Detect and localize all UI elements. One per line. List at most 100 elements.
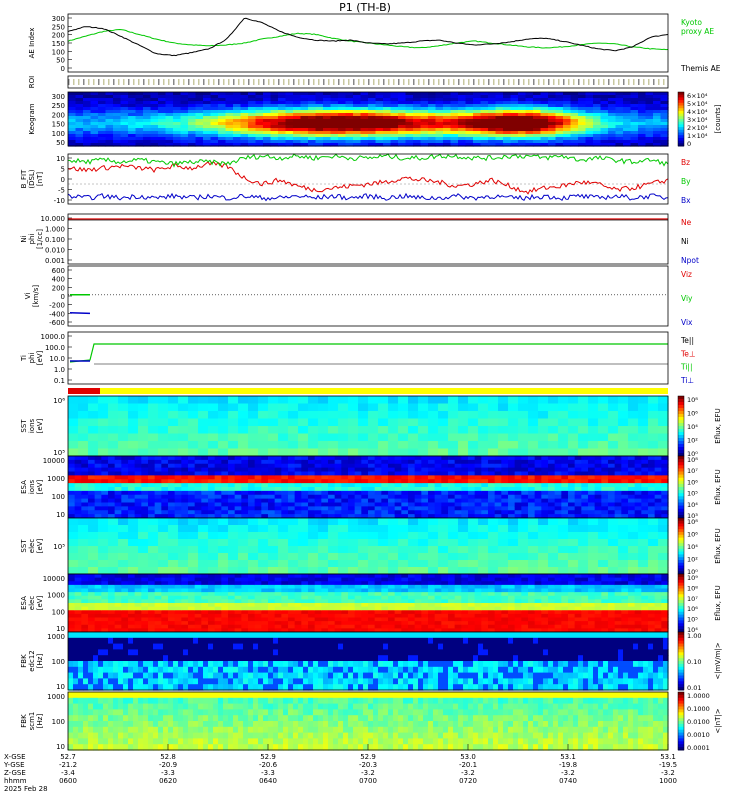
svg-text:50: 50 [56,57,65,65]
x-tick-label: -3.2 [661,769,675,777]
svg-text:250: 250 [52,102,65,110]
svg-text:0.100: 0.100 [45,236,65,244]
x-tick-label: 0640 [259,777,277,785]
bfit-legend: Bz By Bx [681,158,691,205]
svg-text:Kyoto: Kyoto [681,18,702,27]
svg-text:100: 100 [52,493,65,501]
vi-ylabel: Vi [km/s] [24,285,40,308]
esa_e-ylabel: ESA elec [eV] [20,595,44,610]
x-tick-label: 1000 [659,777,677,785]
roi-frame [67,75,669,89]
svg-text:elec: elec [28,539,36,554]
svg-text:[1/cc]: [1/cc] [36,229,44,249]
svg-text:5×10⁴: 5×10⁴ [687,100,708,108]
x-tick-label: -3.2 [461,769,475,777]
svg-text:Ti||: Ti|| [680,363,693,372]
svg-text:300: 300 [52,93,65,101]
x-tick-label: 52.8 [160,753,176,761]
svg-text:10⁶: 10⁶ [687,531,698,539]
bfit-ylabel: B_FIT (DSL) [nT] [20,169,44,189]
vi-frame [67,265,669,327]
sst_i-image [68,396,669,457]
svg-text:1.0: 1.0 [54,366,65,374]
svg-text:10⁵: 10⁵ [53,543,65,551]
bfit-line-Bx [67,192,669,202]
x-tick-label: -3.3 [261,769,275,777]
svg-text:10⁷: 10⁷ [687,467,698,475]
svg-text:100: 100 [52,130,65,138]
svg-text:10: 10 [56,155,65,163]
x-row-label: X-GSE [4,753,26,761]
x-tick-label: 52.7 [60,753,76,761]
svg-text:0: 0 [61,176,65,184]
svg-text:phi: phi [28,353,36,364]
x-tick-label: -21.2 [59,761,77,769]
svg-text:-200: -200 [49,302,65,310]
svg-text:Eflux, EFU: Eflux, EFU [714,469,722,504]
svg-text:200: 200 [52,111,65,119]
x-row-label: Y-GSE [3,761,25,769]
svg-text:4×10⁴: 4×10⁴ [687,108,708,116]
svg-text:Keogram: Keogram [28,103,36,134]
svg-text:[eV]: [eV] [36,538,44,553]
svg-text:0.001: 0.001 [45,257,65,265]
svg-text:SST: SST [20,419,28,433]
svg-text:(DSL): (DSL) [28,169,36,188]
svg-text:Bz: Bz [681,158,690,167]
svg-text:150: 150 [52,121,65,129]
svg-text:0.010: 0.010 [45,247,65,255]
svg-text:10⁰: 10⁰ [687,450,698,458]
sst_e-image [68,518,669,575]
x-tick-label: -19.8 [559,761,577,769]
svg-text:10⁶: 10⁶ [53,397,65,405]
svg-text:10.000: 10.000 [41,215,66,223]
svg-text:Vi: Vi [24,293,32,300]
svg-text:0.1: 0.1 [54,377,65,385]
svg-text:-5: -5 [58,187,65,195]
svg-text:elec: elec [28,596,36,611]
esa-elec-image [68,574,669,633]
bfit-yticks: 10 5 0 -5 -10 [54,155,72,205]
bfit-frame [67,153,669,205]
svg-text:10⁴: 10⁴ [687,501,698,509]
x-tick-label: 0700 [359,777,377,785]
svg-text:[eV]: [eV] [36,595,44,610]
svg-text:Ti⊥: Ti⊥ [680,376,694,385]
esa-ions-colorbar: 10⁸ 10⁷ 10⁶ 10⁵ 10⁴ 10³ Eflux, EFU [677,455,722,520]
fbk-edc-image [68,632,669,691]
x-tick-label: -20.6 [259,761,278,769]
sst_i-ylabel: SST ions [eV] [20,418,44,433]
svg-text:0: 0 [687,140,691,148]
fbk_e-ylabel: FBK edc12 [Hz] [20,650,44,672]
svg-text:Themis AE: Themis AE [680,64,721,73]
ae-line-Themis-AE [67,17,669,57]
svg-text:ESA: ESA [20,596,28,610]
x-axis: 52.7-21.2-3.4060052.8-20.9-3.3062052.9-2… [3,744,677,793]
x-tick-label: -20.1 [459,761,477,769]
x-tick-label: -3.3 [161,769,175,777]
svg-text:Ni: Ni [681,237,689,246]
svg-text:phi: phi [28,234,36,245]
svg-text:1×10⁴: 1×10⁴ [687,132,708,140]
ni-ylabel: Ni phi [1/cc] [20,229,44,249]
svg-text:200: 200 [52,32,65,40]
svg-text:0: 0 [61,65,65,73]
svg-text:300: 300 [52,15,65,23]
svg-text:Eflux, EFU: Eflux, EFU [714,528,722,563]
roi-ylabel: ROI [28,76,36,88]
x-tick-label: 53.1 [560,753,576,761]
svg-text:-400: -400 [49,310,65,318]
flag-bar [68,388,668,394]
svg-text:proxy AE: proxy AE [681,27,714,36]
svg-text:10²: 10² [687,437,698,445]
svg-text:Npot: Npot [681,256,699,265]
svg-text:[nT]: [nT] [36,172,44,186]
svg-text:10⁰: 10⁰ [687,568,698,576]
esa-ions-image [68,456,669,519]
x-tick-label: 0740 [559,777,577,785]
